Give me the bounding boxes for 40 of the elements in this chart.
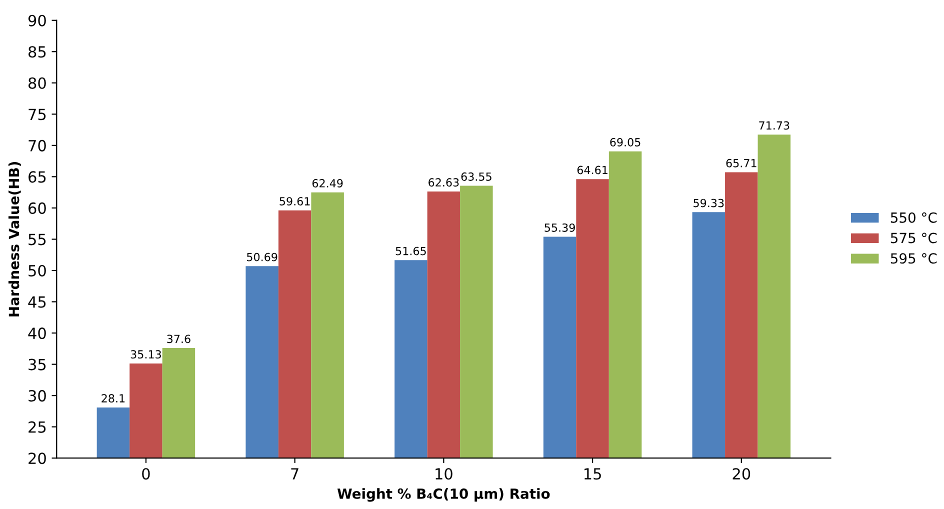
legend-label: 595 °C: [890, 253, 937, 264]
y-tick-label: 40: [28, 327, 46, 340]
legend-label: 575 °C: [890, 232, 937, 244]
y-tick-label: 80: [28, 77, 46, 89]
data-label: 71.73: [759, 121, 790, 130]
y-tick-label: 70: [28, 140, 46, 152]
y-axis-title: Hardness Value(HB): [8, 162, 21, 316]
x-tick-label: 15: [584, 468, 601, 480]
y-tick-label: 90: [28, 14, 46, 26]
legend-label: 550 °C: [890, 212, 937, 223]
y-tick-label: 65: [28, 171, 46, 183]
data-label: 35.13: [130, 350, 161, 359]
data-label: 51.65: [396, 246, 426, 256]
x-tick-label: 20: [732, 468, 750, 480]
y-tick-label: 50: [28, 264, 46, 277]
data-label: 59.61: [280, 197, 310, 206]
y-tick-label: 55: [28, 234, 46, 246]
y-tick-label: 75: [28, 108, 46, 120]
data-label: 64.61: [577, 166, 608, 174]
data-label: 28.1: [102, 394, 125, 403]
data-label: 62.63: [428, 178, 459, 187]
data-label: 50.69: [247, 252, 278, 262]
data-label: 37.6: [167, 334, 190, 344]
data-label: 65.71: [726, 158, 756, 168]
y-tick-label: 35: [28, 358, 46, 370]
y-tick-label: 30: [28, 390, 46, 402]
data-label: 62.49: [312, 179, 343, 188]
x-tick-label: 0: [142, 468, 150, 480]
y-tick-label: 45: [28, 296, 46, 308]
y-tick-label: 60: [28, 202, 46, 214]
y-tick-label: 25: [28, 421, 46, 433]
x-axis-title: Weight % B₄C(10 µm) Ratio: [337, 488, 550, 502]
data-label: 55.39: [544, 223, 575, 232]
data-label: 59.33: [694, 198, 724, 208]
data-label: 69.05: [610, 138, 640, 146]
x-tick-label: 7: [291, 468, 298, 480]
y-tick-label: 85: [28, 46, 46, 58]
y-tick-label: 20: [28, 452, 46, 464]
x-tick-label: 10: [436, 468, 452, 480]
data-label: 63.55: [461, 172, 492, 181]
